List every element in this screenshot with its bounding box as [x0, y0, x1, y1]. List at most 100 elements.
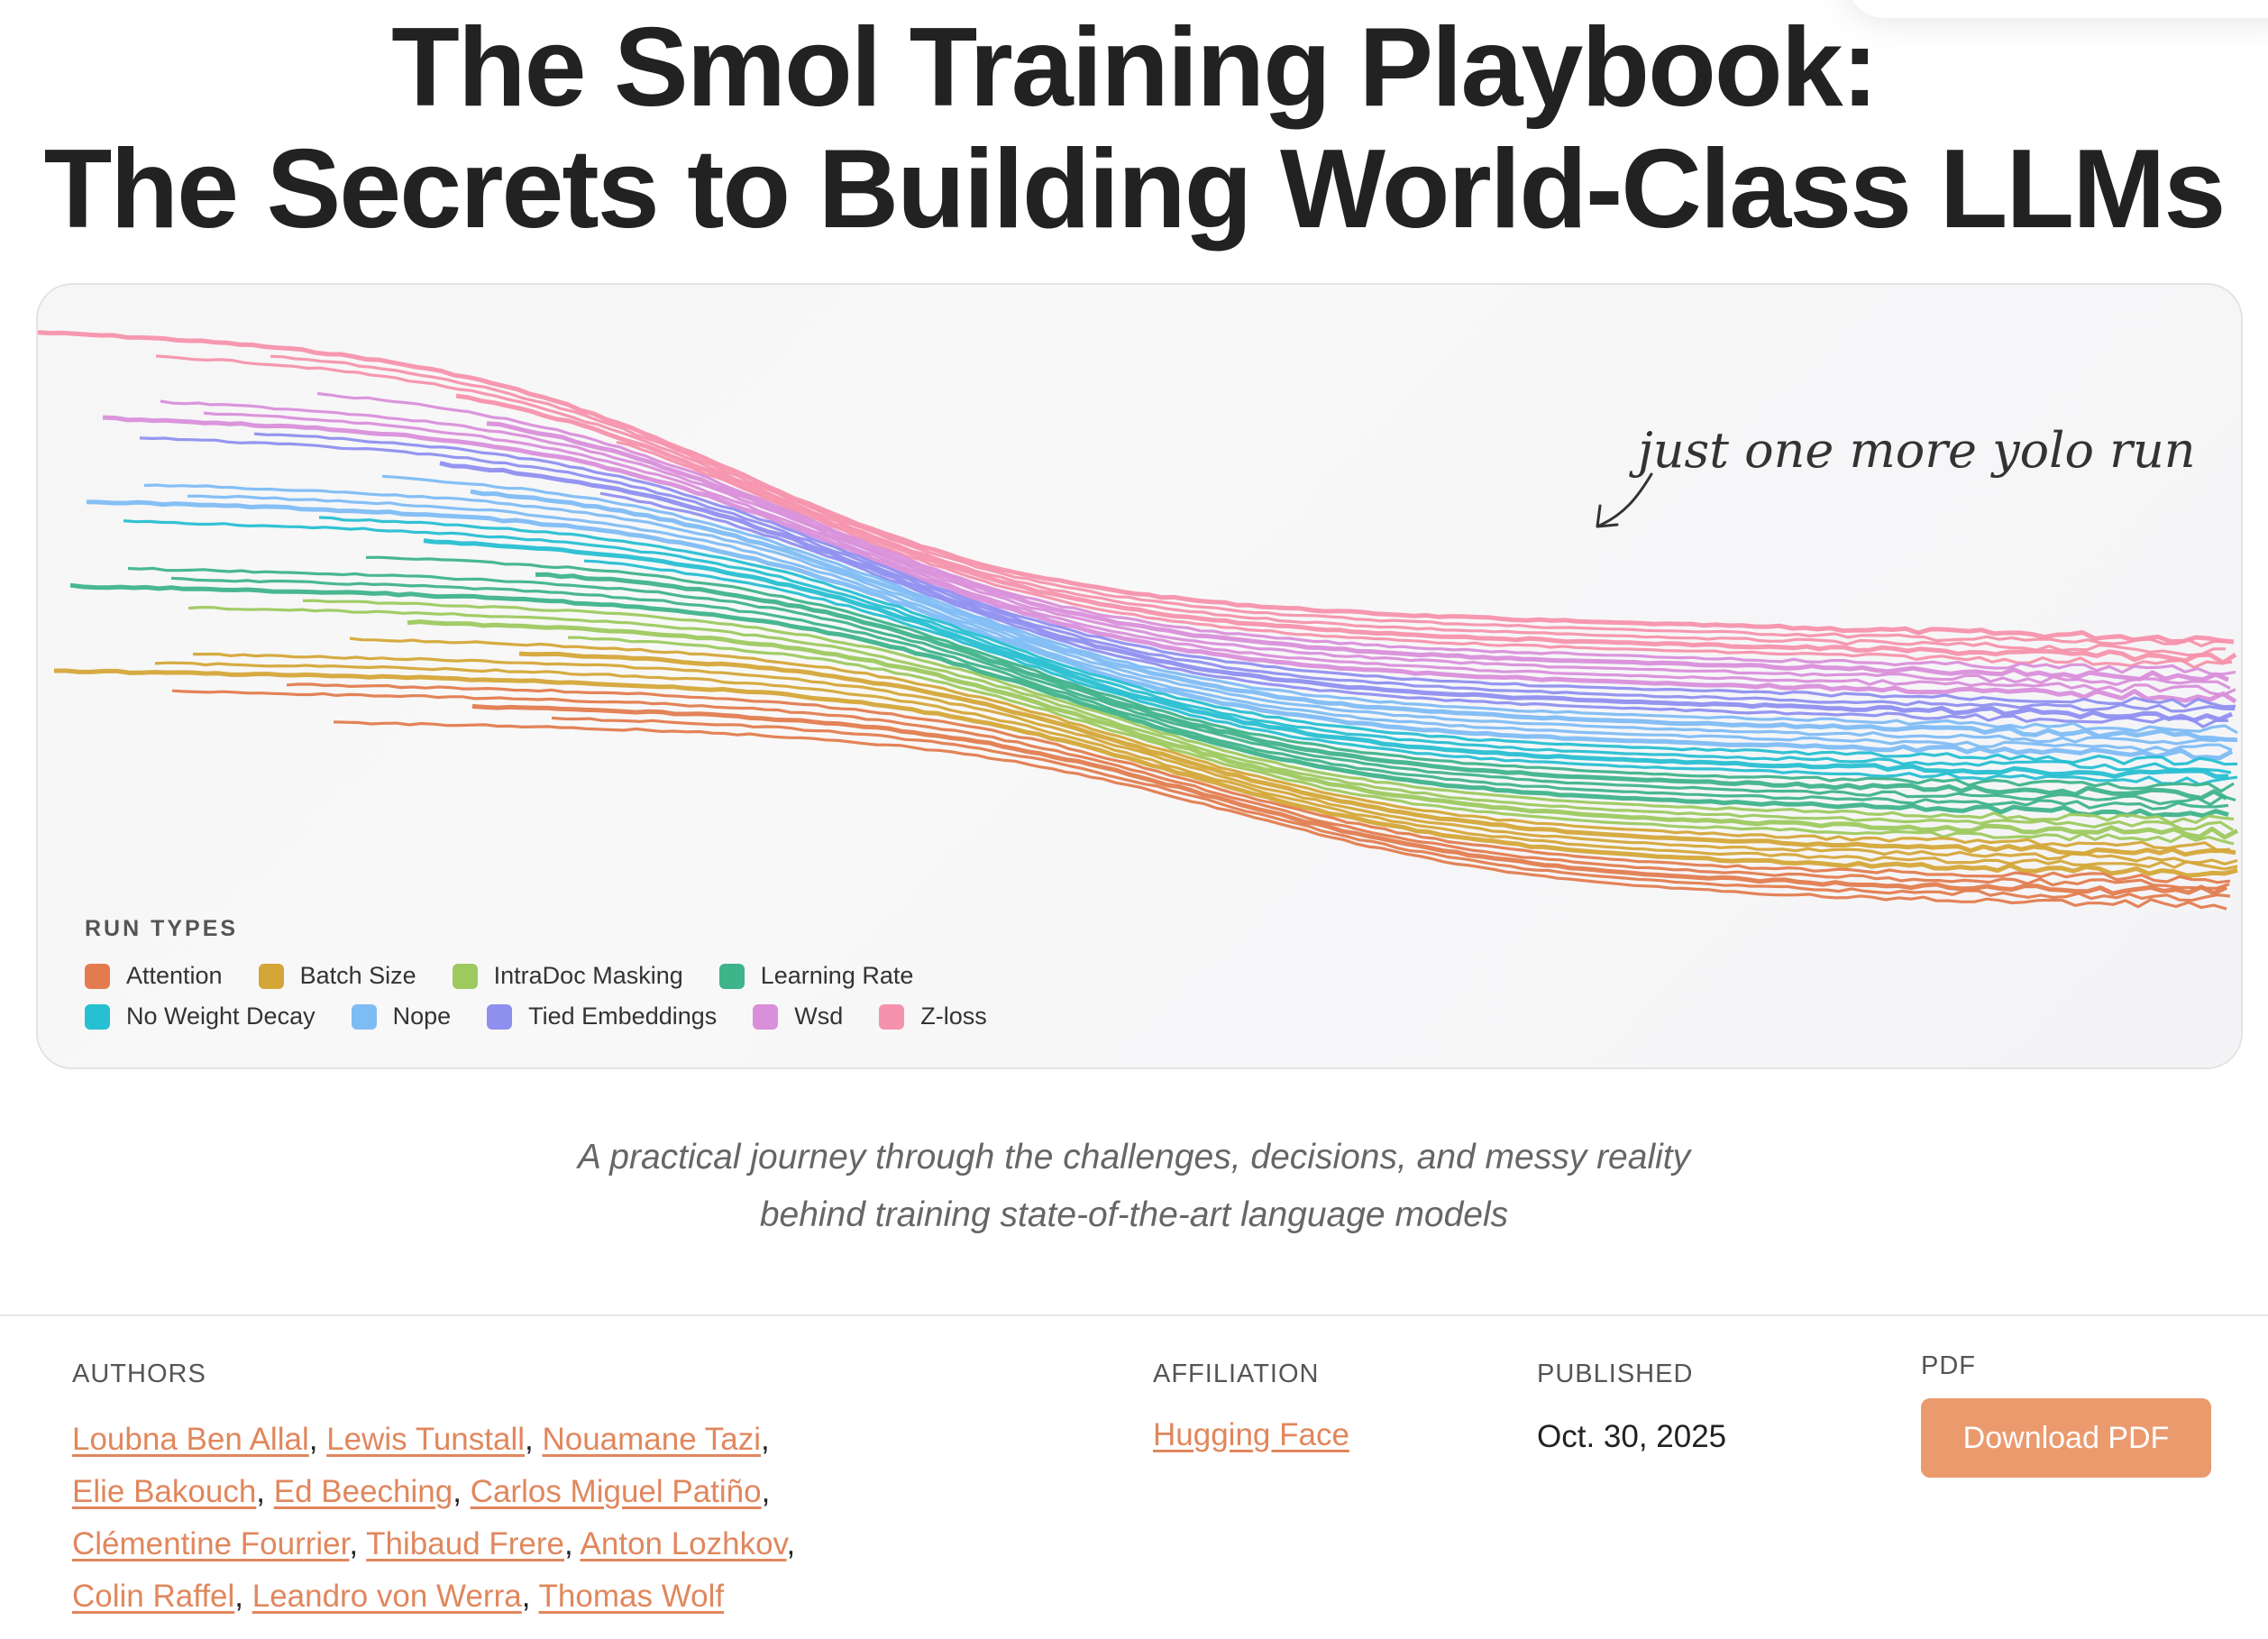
legend-item-learning-rate[interactable]: Learning Rate: [718, 962, 914, 990]
divider: [0, 1314, 2268, 1316]
page-title: The Smol Training Playbook: The Secrets …: [0, 7, 2268, 251]
author-link[interactable]: Colin Raffel: [72, 1579, 235, 1614]
loss-curve: [316, 391, 2236, 676]
authors-label: AUTHORS: [72, 1360, 206, 1388]
legend-swatch: [753, 1003, 779, 1030]
legend-item-intradoc-masking[interactable]: IntraDoc Masking: [452, 962, 683, 990]
published-date: Oct. 30, 2025: [1537, 1419, 1727, 1454]
authors-line: Colin Raffel, Leandro von Werra, Thomas …: [72, 1579, 725, 1614]
loss-curve: [535, 572, 2228, 801]
loss-curve: [203, 411, 2236, 697]
authors-line: Loubna Ben Allal, Lewis Tunstall, Nouama…: [72, 1422, 770, 1457]
author-link[interactable]: Lewis Tunstall: [326, 1422, 526, 1457]
popup-edge: [1848, 0, 2268, 18]
loss-curve: [567, 636, 2235, 846]
annotation-text: just one more yolo run: [1638, 422, 2196, 479]
loss-curve: [187, 494, 2233, 753]
loss-curve: [54, 668, 2238, 878]
legend-item-wsd[interactable]: Wsd: [753, 1003, 843, 1030]
author-link[interactable]: Loubna Ben Allal: [72, 1422, 309, 1457]
legend-swatch: [487, 1003, 513, 1030]
title-line-2: The Secrets to Building World-Class LLMs: [43, 127, 2227, 252]
subtitle-line-2: behind training state-of-the-art languag…: [759, 1195, 1509, 1234]
title-line-1: The Smol Training Playbook:: [391, 5, 1879, 130]
legend-item-no-weight-decay[interactable]: No Weight Decay: [85, 1003, 316, 1030]
legend-item-tied-embeddings[interactable]: Tied Embeddings: [487, 1003, 717, 1030]
legend: RUN TYPES Attention Batch Size IntraDoc …: [85, 916, 1023, 1043]
legend-item-nope[interactable]: Nope: [351, 1003, 451, 1030]
loss-curve: [270, 354, 2227, 647]
legend-label: Attention: [126, 962, 223, 989]
legend-title: RUN TYPES: [85, 916, 239, 941]
author-link[interactable]: Ed Beeching: [273, 1474, 453, 1509]
affiliation: Hugging Face: [1153, 1417, 1349, 1453]
legend-label: IntraDoc Masking: [493, 962, 683, 989]
loss-curve: [318, 516, 2238, 766]
loss-curve: [86, 499, 2234, 761]
legend-row-2: No Weight Decay Nope Tied Embeddings Wsd…: [85, 1003, 1023, 1030]
loss-curve: [127, 566, 2236, 806]
loss-curve: [187, 606, 2234, 831]
pdf-label: PDF: [1921, 1351, 1976, 1380]
legend-swatch: [85, 963, 110, 989]
author-link[interactable]: Thomas Wolf: [538, 1579, 725, 1614]
loss-curve: [38, 330, 2235, 645]
loss-curve: [160, 399, 2231, 690]
author-link[interactable]: Elie Bakouch: [72, 1474, 257, 1509]
affiliation-label: AFFILIATION: [1153, 1360, 1320, 1388]
loss-curve: [171, 689, 2230, 890]
loss-curve: [349, 636, 2231, 852]
legend-row-1: Attention Batch Size IntraDoc Masking Le…: [85, 962, 1023, 990]
author-link[interactable]: Thibaud Frere: [366, 1526, 564, 1561]
loss-curve: [139, 436, 2236, 713]
loss-curve: [455, 393, 2237, 665]
subtitle-line-1: A practical journey through the challeng…: [577, 1138, 1691, 1177]
loss-curve: [518, 651, 2236, 857]
legend-swatch: [879, 1003, 905, 1030]
loss-curve: [155, 354, 2227, 657]
arrow-icon: [1596, 472, 1653, 528]
loss-curve: [616, 440, 2233, 669]
loss-curve: [154, 661, 2238, 871]
legend-swatch: [85, 1003, 110, 1030]
loss-curve: [381, 474, 2238, 735]
loss-curve: [439, 461, 2233, 723]
loss-curve: [69, 582, 2229, 819]
loss-curve: [170, 576, 2229, 810]
loss-curve: [253, 432, 2236, 709]
loss-curve: [423, 538, 2229, 779]
loss-curve: [123, 519, 2232, 774]
loss-curve: [486, 421, 2229, 682]
published-label: PUBLISHED: [1537, 1360, 1694, 1388]
author-link[interactable]: Anton Lozhkov: [580, 1526, 787, 1561]
legend-item-z-loss[interactable]: Z-loss: [879, 1003, 987, 1030]
author-link[interactable]: Leandro von Werra: [251, 1579, 522, 1614]
legend-item-batch-size[interactable]: Batch Size: [258, 962, 416, 990]
hero-banner: just one more yolo run RUN TYPES Attenti…: [36, 283, 2243, 1069]
loss-curve: [365, 555, 2235, 793]
loss-curve: [599, 491, 2228, 728]
authors-line: Elie Bakouch, Ed Beeching, Carlos Miguel…: [72, 1474, 771, 1509]
training-loss-lines: [38, 330, 2239, 911]
legend-label: Batch Size: [299, 962, 416, 989]
loss-curve: [551, 716, 2231, 902]
download-pdf-button[interactable]: Download PDF: [1921, 1398, 2211, 1478]
legend-label: No Weight Decay: [126, 1003, 316, 1030]
loss-curve: [193, 652, 2238, 865]
loss-curve: [470, 489, 2238, 743]
legend-label: Tied Embeddings: [528, 1003, 718, 1030]
legend-label: Wsd: [794, 1003, 844, 1030]
author-link[interactable]: Nouamane Tazi: [542, 1422, 762, 1457]
legend-label: Learning Rate: [760, 962, 914, 989]
author-link[interactable]: Clémentine Fourrier: [72, 1526, 350, 1561]
author-link[interactable]: Carlos Miguel Patiño: [470, 1474, 762, 1509]
legend-item-attention[interactable]: Attention: [85, 962, 223, 990]
affiliation-link[interactable]: Hugging Face: [1153, 1417, 1349, 1452]
loss-curve: [471, 704, 2228, 896]
loss-curve: [143, 483, 2227, 746]
subtitle: A practical journey through the challeng…: [0, 1129, 2268, 1244]
loss-curve: [333, 720, 2227, 911]
legend-swatch: [258, 963, 284, 989]
loss-curve: [302, 599, 2235, 825]
legend-label: Z-loss: [920, 1003, 987, 1030]
